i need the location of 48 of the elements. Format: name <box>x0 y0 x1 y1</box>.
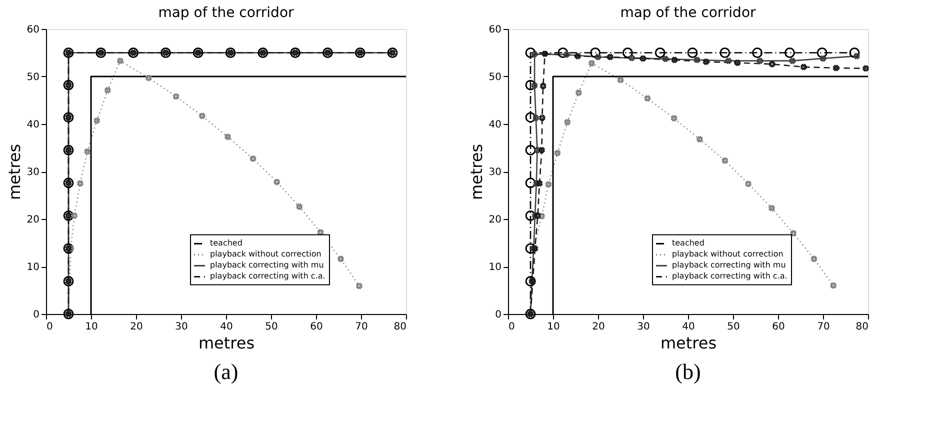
y-tick-label: 0 <box>33 310 40 320</box>
y-tick-label: 10 <box>488 262 502 273</box>
legend-label: playback without correction <box>210 250 322 259</box>
legend-label: playback correcting with c.a. <box>210 272 326 281</box>
x-tick-label: 20 <box>592 322 605 332</box>
x-tick-label: 20 <box>130 322 143 332</box>
y-tick-label: 50 <box>488 72 502 83</box>
y-tick-label: 30 <box>488 167 502 178</box>
x-tick-label: 30 <box>175 322 188 332</box>
x-tick-label: 0 <box>46 322 53 332</box>
legend-label: playback without correction <box>672 250 784 259</box>
x-tick-label: 40 <box>220 322 233 332</box>
legend-label: teached <box>210 238 242 248</box>
y-tick-label: 0 <box>495 310 502 320</box>
x-tick-label: 70 <box>355 322 368 332</box>
x-tick-label: 30 <box>637 322 650 332</box>
text: (b) <box>675 359 701 384</box>
x-tick-label: 50 <box>265 322 278 332</box>
legend-label: teached <box>672 238 704 248</box>
x-tick-label: 0 <box>508 322 515 332</box>
y-tick-label: 10 <box>26 262 40 273</box>
x-tick-label: 60 <box>310 322 323 332</box>
legend-label: playback correcting with mu <box>672 260 786 270</box>
x-tick-label: 40 <box>682 322 695 332</box>
text: (a) <box>214 359 238 384</box>
chart-title: map of the corridor <box>158 5 294 21</box>
y-tick-label: 60 <box>26 24 40 36</box>
x-tick-label: 10 <box>547 322 560 332</box>
x-axis-title: metres <box>198 334 255 352</box>
legend-label: playback correcting with c.a. <box>672 272 788 281</box>
y-tick-label: 40 <box>26 120 40 130</box>
x-tick-label: 10 <box>85 322 98 332</box>
x-tick-label: 70 <box>817 322 830 332</box>
y-tick-label: 50 <box>26 72 40 83</box>
y-tick-label: 20 <box>488 214 502 226</box>
y-tick-label: 20 <box>26 214 40 226</box>
y-tick-label: 60 <box>488 24 502 36</box>
chart-title: map of the corridor <box>620 5 756 21</box>
y-tick-label: 30 <box>26 167 40 178</box>
x-tick-label: 60 <box>772 322 785 332</box>
y-axis-title: metres <box>466 144 486 200</box>
legend-label: playback correcting with mu <box>210 260 324 270</box>
y-axis-title: metres <box>4 144 24 200</box>
x-axis-title: metres <box>660 334 717 352</box>
x-tick-label: 80 <box>394 322 406 332</box>
x-tick-label: 80 <box>856 322 868 332</box>
y-tick-label: 40 <box>488 120 502 130</box>
x-tick-label: 50 <box>727 322 740 332</box>
